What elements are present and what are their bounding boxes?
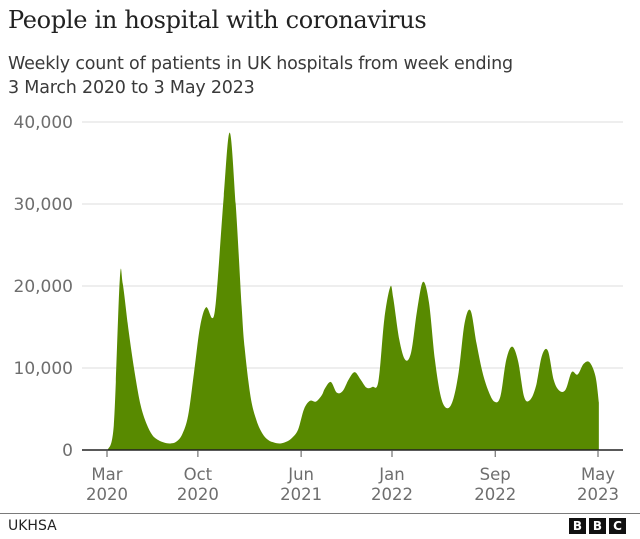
x-axis-labels: Mar2020Oct2020Jun2021Jan2022Sep2022May20… <box>86 450 619 504</box>
bbc-logo-b2: B <box>589 518 606 534</box>
source-label: UKHSA <box>8 518 57 534</box>
y-tick-label: 0 <box>62 441 73 461</box>
x-tick-label: Sep <box>480 465 511 484</box>
y-tick-label: 40,000 <box>14 113 73 133</box>
footer-divider <box>0 513 640 514</box>
x-tick-label: 2022 <box>474 485 516 504</box>
x-tick-label: 2021 <box>280 485 322 504</box>
x-tick-label: 2020 <box>177 485 219 504</box>
x-tick-label: Jun <box>287 465 314 484</box>
subtitle-line-2: 3 March 2020 to 3 May 2023 <box>8 78 255 98</box>
y-axis-labels: 0 10,000 20,000 30,000 40,000 <box>14 113 73 461</box>
bbc-logo-c: C <box>609 518 626 534</box>
y-tick-label: 10,000 <box>14 359 73 379</box>
y-tick-label: 30,000 <box>14 195 73 215</box>
bbc-logo: B B C <box>569 518 626 534</box>
x-tick-label: 2023 <box>577 485 619 504</box>
x-tick-label: 2020 <box>86 485 128 504</box>
bbc-logo-b1: B <box>569 518 586 534</box>
chart-title: People in hospital with coronavirus <box>8 6 427 34</box>
x-tick-label: Jan <box>378 465 404 484</box>
x-tick-label: Oct <box>184 465 213 484</box>
hospital-patients-area <box>107 132 599 450</box>
x-tick-label: May <box>581 465 615 484</box>
gridlines <box>82 121 623 369</box>
subtitle-line-1: Weekly count of patients in UK hospitals… <box>8 54 513 74</box>
x-tick-label: 2022 <box>371 485 413 504</box>
x-tick-label: Mar <box>91 465 122 484</box>
chart-subtitle: Weekly count of patients in UK hospitals… <box>8 52 628 100</box>
y-tick-label: 20,000 <box>14 277 73 297</box>
